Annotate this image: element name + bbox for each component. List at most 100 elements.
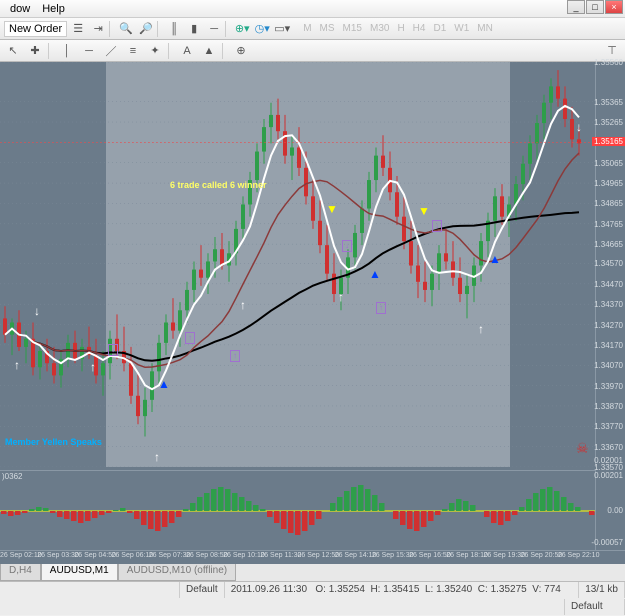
y-tick: 1.35560 <box>594 58 623 67</box>
y-tick: 1.33970 <box>594 382 623 391</box>
menu-item[interactable]: dow <box>4 3 36 15</box>
main-toolbar: New Order ☰ ⇥ 🔍 🔎 ║ ▮ ─ ⊕▾ ◷▾ ▭▾ M MS M1… <box>0 18 625 40</box>
price-tag: 1.35165 <box>592 137 625 146</box>
drawing-toolbar: ↖ ✚ │ ─ ／ ≡ ✦ A ▲ ⊕ ⊤ <box>0 40 625 62</box>
chart-tabs: D,H4AUDUSD,M1AUDUSD,M10 (offline) <box>0 564 625 581</box>
tf-button[interactable]: D1 <box>431 23 448 34</box>
templates-icon[interactable]: ▭▾ <box>273 20 291 38</box>
vline-icon[interactable]: │ <box>58 42 76 60</box>
x-tick: 26 Sep 08:50 <box>186 552 228 559</box>
chart-tab[interactable]: AUDUSD,M1 <box>41 564 118 581</box>
x-tick: 26 Sep 18:10 <box>446 552 488 559</box>
candle-chart-icon[interactable]: ▮ <box>185 20 203 38</box>
x-tick: 26 Sep 06:10 <box>112 552 154 559</box>
x-tick: 26 Sep 12:50 <box>298 552 340 559</box>
box-marker-down: ↓ <box>108 344 118 356</box>
x-tick: 26 Sep 04:50 <box>74 552 116 559</box>
y-tick: 1.34370 <box>594 300 623 309</box>
macd-panel[interactable]: )0362 <box>0 470 595 550</box>
window-controls: _ □ × <box>567 0 623 14</box>
menu-item[interactable]: Help <box>36 3 71 15</box>
tf-button[interactable]: W1 <box>452 23 471 34</box>
new-order-button[interactable]: New Order <box>4 21 67 37</box>
y-tick: 1.33770 <box>594 422 623 431</box>
y-tick: 1.34270 <box>594 321 623 330</box>
y-tick: 1.35065 <box>594 159 623 168</box>
menu-bar: dow Help _ □ × <box>0 0 625 18</box>
hline-icon[interactable]: ─ <box>80 42 98 60</box>
tf-button[interactable]: M15 <box>341 23 364 34</box>
y-tick: 1.35365 <box>594 98 623 107</box>
x-tick: 26 Sep 02:10 <box>0 552 42 559</box>
status-kb: 13/1 kb <box>579 582 625 598</box>
fibo-icon[interactable]: ✦ <box>146 42 164 60</box>
box-marker-down: ↓ <box>432 220 442 232</box>
tf-button[interactable]: MN <box>475 23 495 34</box>
status-empty <box>0 582 180 598</box>
macd-tick: 0.00201 <box>594 471 623 480</box>
status-empty <box>0 599 565 615</box>
tf-button[interactable]: MS <box>318 23 337 34</box>
y-tick: 1.35265 <box>594 118 623 127</box>
x-tick: 26 Sep 03:30 <box>37 552 79 559</box>
y-tick: 1.33670 <box>594 443 623 452</box>
y-tick: 1.34070 <box>594 361 623 370</box>
bar-chart-icon[interactable]: ║ <box>165 20 183 38</box>
close-button[interactable]: × <box>605 0 623 14</box>
y-tick: 1.34765 <box>594 220 623 229</box>
box-marker-down: ↓ <box>342 240 352 252</box>
line-chart-icon[interactable]: ─ <box>205 20 223 38</box>
y-tick: 1.34570 <box>594 259 623 268</box>
status-bar: Default 2011.09.26 11:30 O: 1.35254 H: 1… <box>0 581 625 615</box>
zoom-in-icon[interactable]: 🔍 <box>117 20 135 38</box>
status-profile[interactable]: Default <box>180 582 225 598</box>
channel-icon[interactable]: ≡ <box>124 42 142 60</box>
y-bottom-label: 0.02001 <box>594 456 623 465</box>
x-tick: 26 Sep 20:50 <box>521 552 563 559</box>
x-tick: 26 Sep 10:10 <box>223 552 265 559</box>
crosshair-icon[interactable]: ✚ <box>26 42 44 60</box>
y-tick: 1.34665 <box>594 240 623 249</box>
cursor-icon[interactable]: ↖ <box>4 42 22 60</box>
maximize-button[interactable]: □ <box>586 0 604 14</box>
x-tick: 26 Sep 07:30 <box>149 552 191 559</box>
tf-button[interactable]: M <box>301 23 313 34</box>
x-tick: 26 Sep 22:10 <box>558 552 600 559</box>
trendline-icon[interactable]: ／ <box>102 42 120 60</box>
y-tick: 1.34470 <box>594 280 623 289</box>
chart-tab[interactable]: AUDUSD,M10 (offline) <box>118 564 236 581</box>
profile-icon[interactable]: ☰ <box>69 20 87 38</box>
status-profile-2[interactable]: Default <box>565 599 625 615</box>
text-icon[interactable]: A <box>178 42 196 60</box>
macd-tick: 0.00 <box>607 506 623 515</box>
label-icon[interactable]: ▲ <box>200 42 218 60</box>
tf-button[interactable]: M30 <box>368 23 391 34</box>
x-tick: 26 Sep 14:10 <box>335 552 377 559</box>
autoscroll-icon[interactable]: ⇥ <box>89 20 107 38</box>
timeframe-group: M MS M15 M30 H H4 D1 W1 MN <box>301 23 495 34</box>
tf-button[interactable]: H4 <box>411 23 428 34</box>
y-tick: 1.34170 <box>594 341 623 350</box>
minimize-button[interactable]: _ <box>567 0 585 14</box>
status-ohlc: 2011.09.26 11:30 O: 1.35254 H: 1.35415 L… <box>225 582 580 598</box>
zoom-out-icon[interactable]: 🔎 <box>137 20 155 38</box>
arrow-icon[interactable]: ⊕ <box>232 42 250 60</box>
macd-y-axis: 0.00201 0.00 -0.00057 <box>595 470 625 550</box>
time-x-axis: 26 Sep 02:1026 Sep 03:3026 Sep 04:5026 S… <box>0 550 625 562</box>
chart-area[interactable]: 6 trade called 6 winner Member Yellen Sp… <box>0 62 625 577</box>
price-panel[interactable]: 6 trade called 6 winner Member Yellen Sp… <box>0 62 595 467</box>
x-tick: 26 Sep 16:50 <box>409 552 451 559</box>
macd-tick: -0.00057 <box>591 538 623 547</box>
periods-icon[interactable]: ◷▾ <box>253 20 271 38</box>
chart-tab[interactable]: D,H4 <box>0 564 41 581</box>
x-tick: 26 Sep 15:30 <box>372 552 414 559</box>
tf-button[interactable]: H <box>395 23 406 34</box>
y-tick: 1.33870 <box>594 402 623 411</box>
indicators-icon[interactable]: ⊕▾ <box>233 20 251 38</box>
box-marker-up: ↑ <box>185 332 195 344</box>
shift-icon[interactable]: ⊤ <box>603 42 621 60</box>
x-tick: 26 Sep 11:30 <box>260 552 301 559</box>
y-tick: 1.34965 <box>594 179 623 188</box>
price-chart-svg <box>0 62 595 467</box>
y-tick: 1.34865 <box>594 199 623 208</box>
